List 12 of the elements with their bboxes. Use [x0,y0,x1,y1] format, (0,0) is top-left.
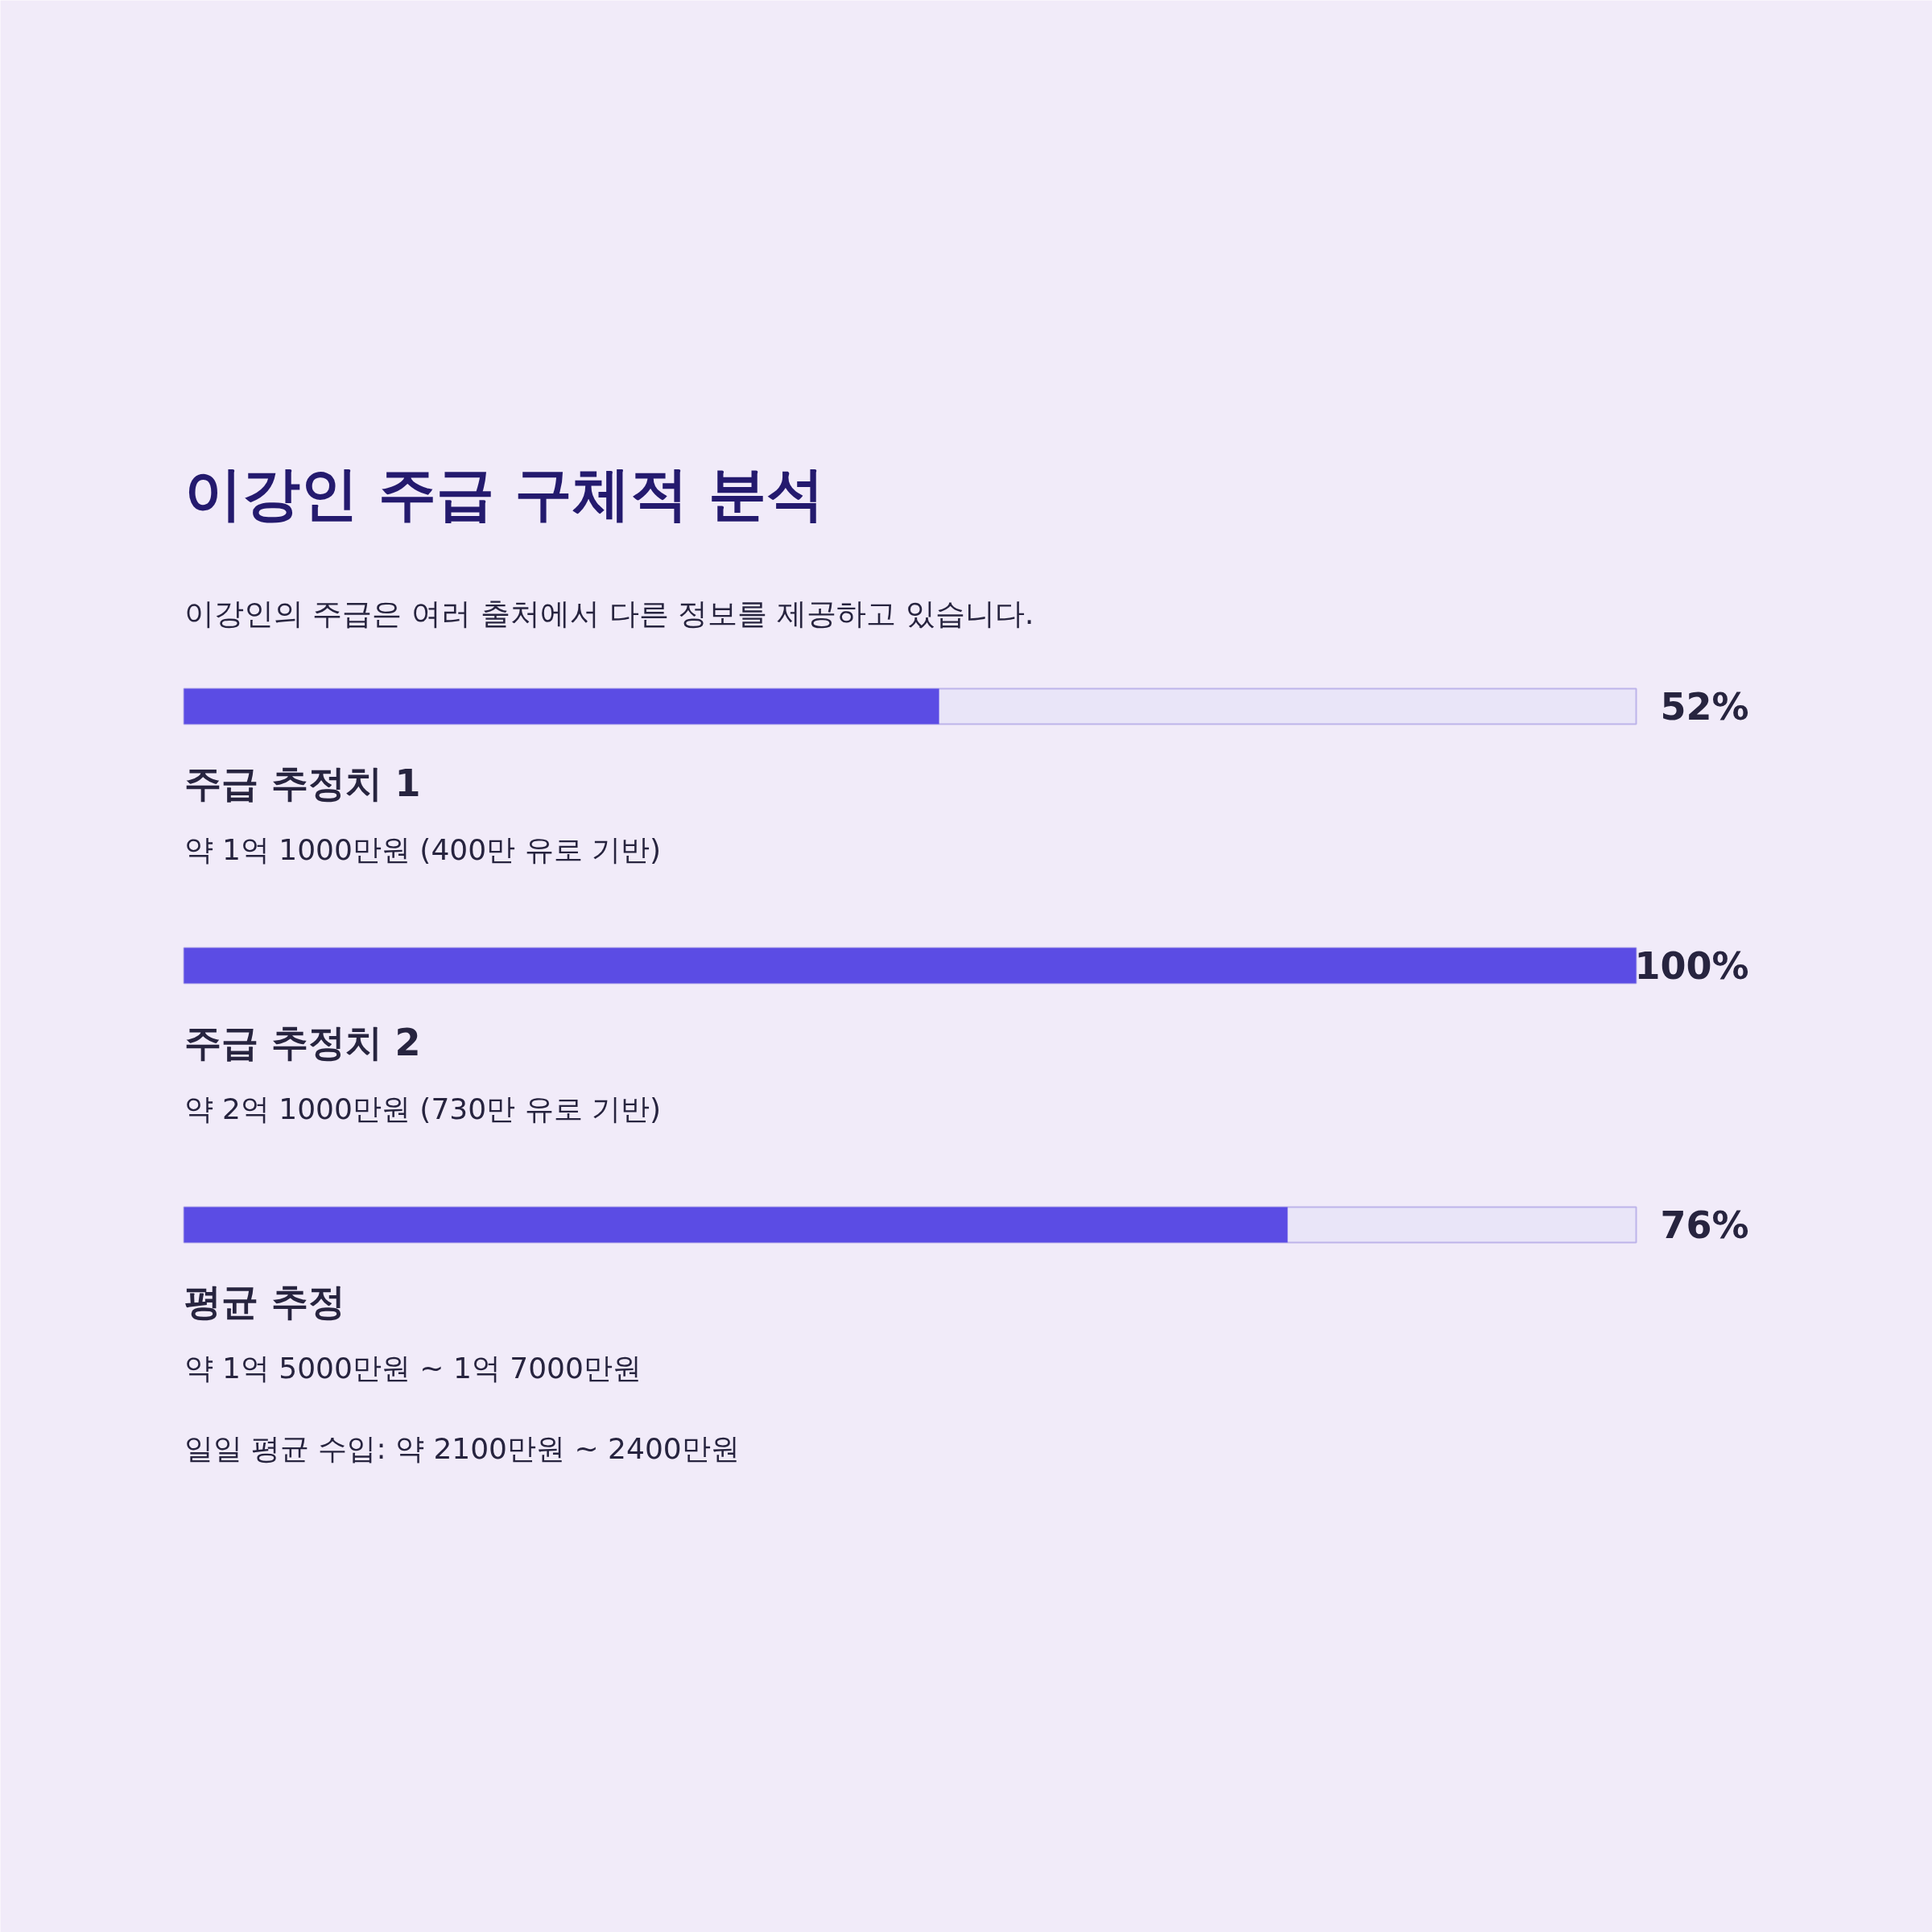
annotation: 약 1억 5000만원 ~ 1억 7000만원 [184,1352,642,1385]
chart-subtitle: 이강인의 주급은 여러 출처에서 다른 정보를 제공하고 있습니다. [184,597,1034,631]
y-tick-label: 주급 추정치 2 [184,1020,421,1064]
y-tick-label: 평균 추정 [184,1279,345,1323]
text: 일일 평균 수입: 약 2100만원 ~ 2400만원 [184,1432,740,1465]
annotation: 약 2억 1000만원 (730만 유로 기반) [184,1092,662,1125]
data-label: 100% [1634,943,1749,988]
data-label: 52% [1660,684,1749,729]
annotation: 약 1억 1000만원 (400만 유로 기반) [184,833,662,866]
chart-title: 이강인 주급 구체적 분석 [184,459,824,527]
data-label: 76% [1660,1203,1749,1247]
y-tick-label: 주급 추정치 1 [184,761,421,805]
